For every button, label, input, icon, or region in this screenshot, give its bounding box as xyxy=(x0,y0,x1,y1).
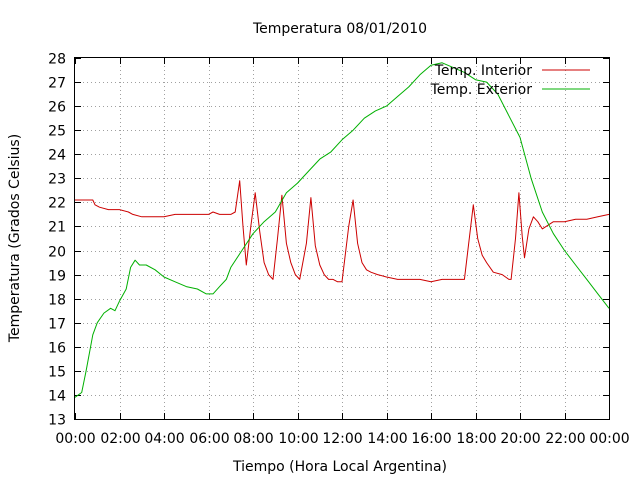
y-tick-label: 19 xyxy=(48,269,66,285)
x-tick-label: 22:00 xyxy=(545,431,585,447)
y-tick-label: 21 xyxy=(48,220,66,236)
y-tick-label: 23 xyxy=(48,172,66,188)
legend-label-interior: Temp. Interior xyxy=(434,63,533,79)
series-line-exterior xyxy=(74,62,610,398)
series-line-interior xyxy=(75,180,610,283)
x-tick-label: 08:00 xyxy=(233,431,273,447)
y-tick-label: 24 xyxy=(48,148,66,164)
x-tick-label: 00:00 xyxy=(55,431,95,447)
x-tick-labels: 00:00 02:00 04:00 06:00 08:00 10:00 12:00 14:00… xyxy=(55,431,629,447)
y-tick-label: 25 xyxy=(48,124,66,140)
x-tick-label: 06:00 xyxy=(189,431,229,447)
y-tick-label: 16 xyxy=(48,341,66,357)
y-tick-labels: 13 14 15 16 17 18 19 20 21 22 23 24 25 26 27 28 xyxy=(48,52,66,429)
y-tick-label: 20 xyxy=(48,245,66,261)
x-tick-label: 14:00 xyxy=(367,431,407,447)
y-tick-label: 14 xyxy=(48,389,66,405)
y-tick-label: 18 xyxy=(48,293,66,309)
grid xyxy=(75,58,609,419)
x-tick-label: 12:00 xyxy=(322,431,362,447)
legend-label-exterior: Temp. Exterior xyxy=(430,82,533,98)
x-tick-label: 02:00 xyxy=(100,431,140,447)
y-tick-label: 17 xyxy=(48,317,66,333)
y-tick-label: 26 xyxy=(48,100,66,116)
x-tick-label: 04:00 xyxy=(144,431,184,447)
x-tick-label: 20:00 xyxy=(500,431,540,447)
y-tick-label: 27 xyxy=(48,76,66,92)
x-tick-label: 00:00 xyxy=(589,431,629,447)
chart-title: Temperatura 08/01/2010 xyxy=(252,21,427,37)
y-tick-label: 28 xyxy=(48,52,66,68)
y-tick-label: 22 xyxy=(48,196,66,212)
y-axis-label: Temperatura (Grados Celsius) xyxy=(7,134,23,343)
plot-frame xyxy=(74,57,610,420)
x-axis-label: Tiempo (Hora Local Argentina) xyxy=(232,459,447,475)
x-tick-label: 16:00 xyxy=(411,431,451,447)
x-tick-label: 18:00 xyxy=(456,431,496,447)
x-tick-label: 10:00 xyxy=(278,431,318,447)
y-tick-label: 13 xyxy=(48,413,66,429)
series-lines xyxy=(74,62,610,398)
y-tick-label: 15 xyxy=(48,365,66,381)
legend: Temp. Interior Temp. Exterior xyxy=(430,63,590,98)
